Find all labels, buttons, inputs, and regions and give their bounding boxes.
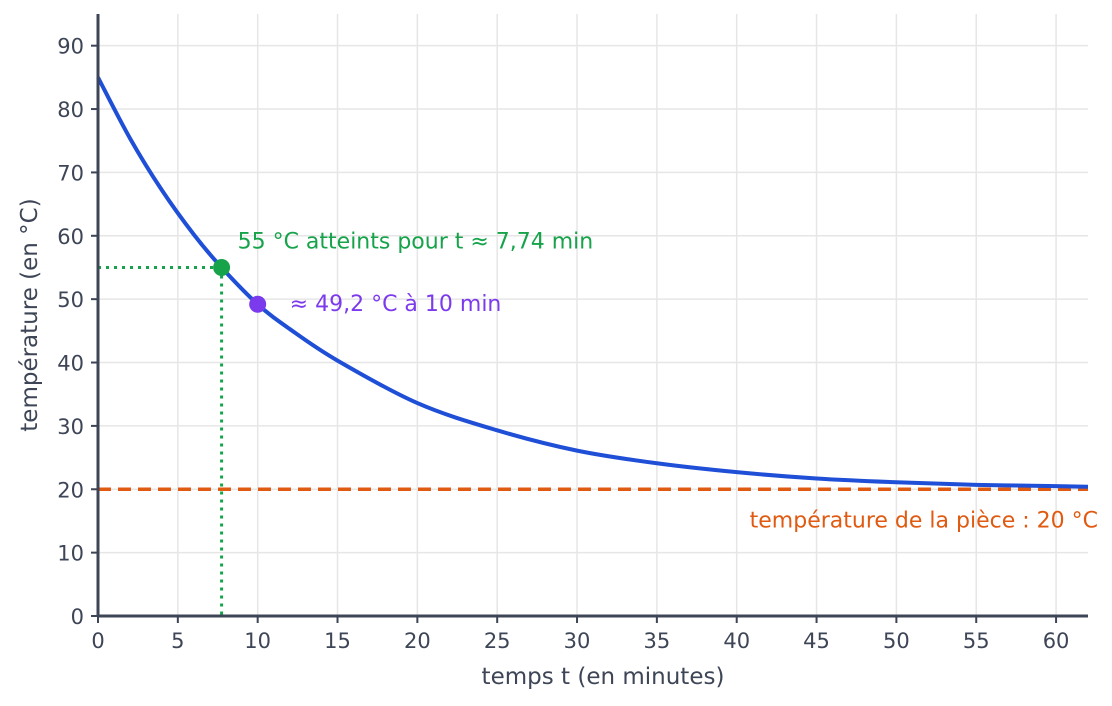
markers [213,258,267,313]
y-tick-label: 90 [57,35,84,59]
x-tick-label: 15 [324,629,351,653]
x-tick-label: 0 [91,629,104,653]
tick-labels: 0 5 10 15 20 25 30 35 40 45 50 55 60 0 10 20 30 40 50 60 70 8… [57,35,1069,653]
x-tick-label: 55 [963,629,990,653]
y-tick-label: 20 [57,478,84,502]
y-tick-label: 40 [57,352,84,376]
x-axis-label: temps t (en minutes) [482,664,725,690]
x-tick-label: 10 [244,629,271,653]
axes [96,14,1088,618]
y-tick-label: 30 [57,415,84,439]
x-tick-label: 30 [564,629,591,653]
y-tick-label: 60 [57,225,84,249]
x-tick-label: 60 [1043,629,1070,653]
ten-minute-point [249,295,267,313]
threshold-point [213,258,231,276]
x-tick-label: 45 [803,629,830,653]
annotations: 55 °C atteints pour t ≈ 7,74 min ≈ 49,2 °… [238,229,1098,533]
y-tick-label: 80 [57,98,84,122]
x-tick-label: 5 [171,629,184,653]
x-tick-label: 20 [404,629,431,653]
x-tick-label: 50 [883,629,910,653]
x-tick-label: 25 [484,629,511,653]
x-tick-label: 40 [723,629,750,653]
temperature-curve [96,76,1089,489]
x-tick-label: 35 [644,629,671,653]
y-tick-label: 10 [57,542,84,566]
y-tick-label: 50 [57,288,84,312]
threshold-guides [98,265,224,616]
y-tick-label: 70 [57,161,84,185]
y-tick-label: 0 [71,605,84,629]
y-axis-label: température (en °C) [17,198,43,431]
threshold-annotation: 55 °C atteints pour t ≈ 7,74 min [238,229,594,254]
ten-minute-annotation: ≈ 49,2 °C à 10 min [290,292,502,317]
room-temperature-label: température de la pièce : 20 °C [750,508,1098,533]
